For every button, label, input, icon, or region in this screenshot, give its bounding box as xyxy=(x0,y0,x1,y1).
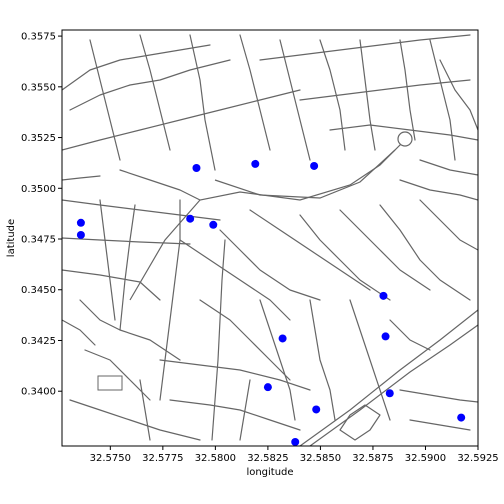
location-point xyxy=(381,332,390,341)
road-network xyxy=(62,34,478,446)
y-tick-label: 0.3525 xyxy=(21,133,56,144)
location-point xyxy=(192,163,201,172)
y-tick-label: 0.3400 xyxy=(21,387,56,398)
location-point xyxy=(186,214,195,223)
location-point xyxy=(263,383,272,392)
x-tick-label: 32.5900 xyxy=(405,453,446,464)
scatter-points xyxy=(76,159,466,446)
location-point xyxy=(76,230,85,239)
y-axis-label: latitude xyxy=(6,219,17,257)
location-point xyxy=(76,218,85,227)
plot-frame xyxy=(61,29,479,447)
x-axis: 32.5750 32.5775 32.5800 32.5825 32.5850 32.58… xyxy=(90,446,499,464)
location-point xyxy=(385,389,394,398)
x-tick-label: 32.5750 xyxy=(90,453,131,464)
location-point xyxy=(312,405,321,414)
location-point xyxy=(251,159,260,168)
x-tick-label: 32.5775 xyxy=(142,453,183,464)
x-tick-label: 32.5925 xyxy=(457,453,498,464)
x-tick-label: 32.5825 xyxy=(247,453,288,464)
y-tick-label: 0.3575 xyxy=(21,32,56,43)
y-tick-label: 0.3500 xyxy=(21,184,56,195)
x-tick-label: 32.5850 xyxy=(300,453,341,464)
x-axis-label: longitude xyxy=(246,467,293,478)
x-tick-label: 32.5800 xyxy=(195,453,236,464)
y-tick-label: 0.3475 xyxy=(21,235,56,246)
y-tick-label: 0.3550 xyxy=(21,82,56,93)
location-point xyxy=(310,161,319,170)
y-tick-label: 0.3425 xyxy=(21,336,56,347)
location-point xyxy=(379,291,388,300)
location-point xyxy=(278,334,287,343)
location-point xyxy=(209,220,218,229)
y-axis: 0.3400 0.3425 0.3450 0.3475 0.3500 0.3525 0.35… xyxy=(21,32,62,398)
x-tick-label: 32.5875 xyxy=(352,453,393,464)
location-point xyxy=(457,413,466,422)
location-point xyxy=(291,437,300,446)
y-tick-label: 0.3450 xyxy=(21,285,56,296)
